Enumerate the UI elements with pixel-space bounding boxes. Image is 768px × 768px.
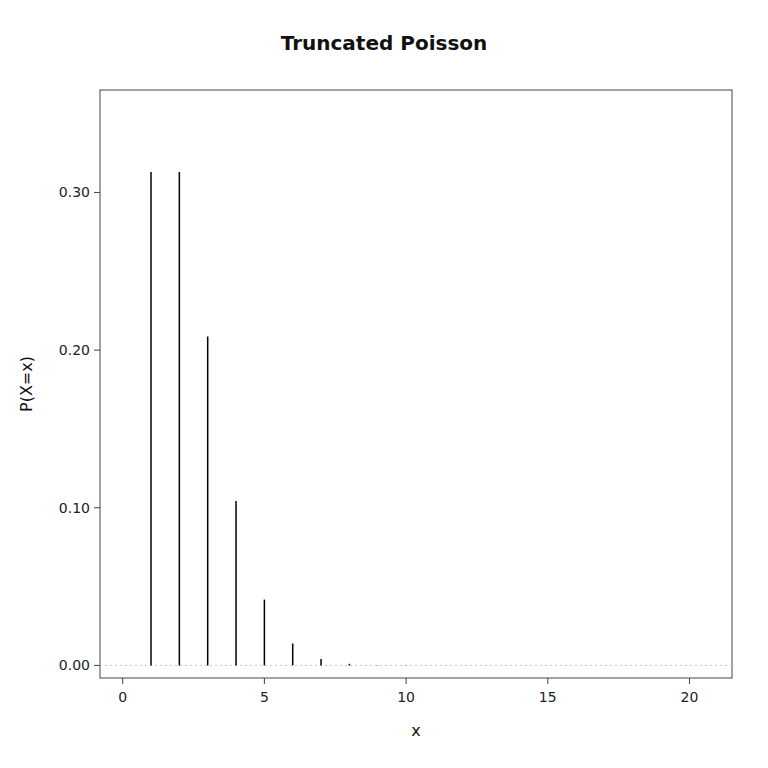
x-tick-label: 0 xyxy=(118,689,127,705)
stem xyxy=(207,336,209,665)
x-tick-label: 5 xyxy=(260,689,269,705)
x-tick-label: 15 xyxy=(539,689,557,705)
y-tick xyxy=(94,665,100,666)
stem xyxy=(490,665,492,667)
x-tick-label: 20 xyxy=(681,689,699,705)
plot-area xyxy=(100,172,732,665)
baseline xyxy=(100,665,732,666)
stem xyxy=(434,665,436,667)
x-tick xyxy=(689,678,690,684)
x-tick xyxy=(264,678,265,684)
stem xyxy=(519,665,521,667)
stem xyxy=(320,659,322,665)
stem xyxy=(235,501,237,665)
stem xyxy=(179,172,181,665)
plot-frame xyxy=(100,90,732,678)
y-tick xyxy=(94,350,100,351)
x-tick xyxy=(122,678,123,684)
x-tick xyxy=(406,678,407,684)
y-tick xyxy=(94,507,100,508)
y-tick-label: 0.30 xyxy=(59,184,90,200)
title: Truncated Poisson xyxy=(281,31,488,55)
stem xyxy=(349,664,351,666)
stem xyxy=(150,172,152,665)
stem xyxy=(264,600,266,666)
stem xyxy=(292,643,294,665)
y-tick-label: 0.00 xyxy=(59,657,90,673)
x-tick xyxy=(547,678,548,684)
x-tick-label: 10 xyxy=(397,689,415,705)
x-axis-label: x xyxy=(411,721,420,740)
y-tick-label: 0.20 xyxy=(59,342,90,358)
stem xyxy=(462,665,464,667)
y-axis-label: P(X=x) xyxy=(17,356,36,412)
stem xyxy=(377,664,379,666)
stem xyxy=(405,665,407,667)
chart: 0 5 10 15 20 0.00 0.10 0.20 0.30 x P(X=x) Truncated… xyxy=(0,0,768,768)
y-tick-label: 0.10 xyxy=(59,500,90,516)
y-tick xyxy=(94,192,100,193)
